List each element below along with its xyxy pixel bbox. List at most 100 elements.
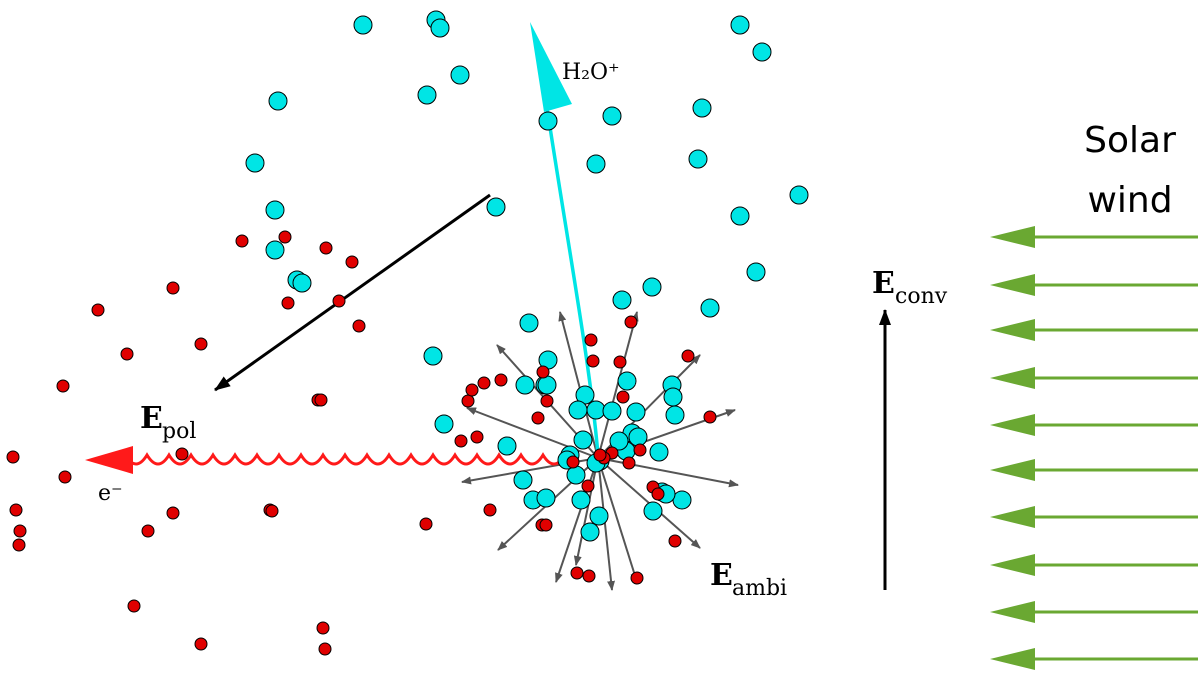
ion-particle — [586, 154, 606, 174]
solar-wind-arrow — [990, 648, 1198, 670]
ion-particle — [752, 42, 772, 62]
radial-arrow — [597, 311, 639, 459]
ion-particle — [536, 488, 556, 508]
electron-particle — [127, 599, 141, 613]
solar-wind-arrow — [990, 226, 1198, 248]
ion-particle — [515, 375, 535, 395]
electron-particle — [581, 479, 595, 493]
ion-particle — [663, 387, 683, 407]
electron-particle — [536, 365, 550, 379]
ion-particle — [568, 400, 588, 420]
electron-particle — [622, 456, 636, 470]
ion-particle — [612, 290, 632, 310]
electron-particle — [141, 524, 155, 538]
e-ambi-symbol: E — [710, 558, 733, 593]
electron-particle — [166, 506, 180, 520]
solar-wind-arrow — [990, 554, 1198, 576]
ion-particle — [643, 501, 663, 521]
electron-particle — [586, 354, 600, 368]
ion-particle — [688, 149, 708, 169]
ion-particle — [497, 436, 517, 456]
ion-particle — [268, 91, 288, 111]
electron-particle — [540, 394, 554, 408]
ion-particle — [692, 98, 712, 118]
ion-particle — [602, 106, 622, 126]
ion-particle — [434, 414, 454, 434]
ion-particle — [628, 427, 648, 447]
ion-particle — [265, 240, 285, 260]
radial-arrow — [597, 457, 616, 591]
ion-particle — [672, 490, 692, 510]
ion-label: H₂O⁺ — [562, 60, 620, 85]
radial-arrow — [573, 457, 599, 566]
electron-particle — [668, 534, 682, 548]
ion-particle — [573, 430, 593, 450]
electron-particle — [624, 315, 638, 329]
solar-wind-arrow — [990, 601, 1198, 623]
electron-wave-path — [85, 446, 567, 474]
solar-wind-label-line2: wind — [1087, 180, 1172, 221]
electron-particle — [593, 448, 607, 462]
electron-particle — [454, 434, 468, 448]
electron-particle — [584, 333, 598, 347]
solar-wind-arrow — [990, 274, 1198, 296]
radial-arrow — [597, 457, 639, 583]
electron-particle — [630, 571, 644, 585]
electron-particle — [12, 538, 26, 552]
ion-particle — [589, 506, 609, 526]
solar-wind-label-line1: Solar — [1084, 120, 1176, 161]
ion-particle — [730, 15, 750, 35]
electron-particle — [319, 241, 333, 255]
solar-wind-arrows — [990, 226, 1198, 670]
convection-field-label: E conv — [872, 266, 948, 309]
polarization-field-label: E pol — [140, 401, 196, 444]
e-conv-symbol: E — [872, 266, 895, 301]
e-pol-symbol: E — [140, 401, 163, 436]
electron-particle — [278, 230, 292, 244]
electron-particle — [281, 296, 295, 310]
electron-particle — [316, 621, 330, 635]
e-conv-subscript: conv — [895, 284, 948, 309]
solar-wind-arrow — [990, 414, 1198, 436]
electron-particle — [58, 470, 72, 484]
radial-arrow — [555, 457, 599, 583]
solar-wind-arrow — [990, 459, 1198, 481]
ion-particle — [700, 298, 720, 318]
electron-particle — [703, 410, 717, 424]
ion-particle — [292, 273, 312, 293]
electron-particle — [570, 566, 584, 580]
electron-particle — [613, 355, 627, 369]
ion-particle — [586, 400, 606, 420]
electron-label: e⁻ — [98, 481, 123, 506]
ion-particle — [626, 402, 646, 422]
electron-particle — [56, 379, 70, 393]
electron-particle — [582, 569, 596, 583]
ion-trajectory-arrowhead — [530, 22, 572, 112]
ion-particle — [537, 375, 557, 395]
ion-particle — [580, 522, 600, 542]
ion-particle — [486, 197, 506, 217]
electron-particle — [461, 394, 475, 408]
electron-particle — [352, 319, 366, 333]
ion-particle — [265, 200, 285, 220]
electron-particle — [194, 337, 208, 351]
ion-particle — [746, 262, 766, 282]
electron-particle — [91, 303, 105, 317]
ion-particle — [353, 15, 373, 35]
polarization-field-arrow — [214, 193, 491, 392]
ion-particle — [665, 405, 685, 425]
ambipolar-field-label: E ambi — [710, 558, 787, 601]
electron-particle — [175, 447, 189, 461]
ion-particle — [513, 470, 533, 490]
ion-particle — [602, 401, 622, 421]
radial-arrow — [558, 311, 599, 459]
electron-particles — [6, 230, 717, 656]
electron-particle — [494, 373, 508, 387]
solar-wind-arrow — [990, 319, 1198, 341]
ion-particle — [430, 18, 450, 38]
electron-particle — [318, 642, 332, 656]
ion-particle — [642, 277, 662, 297]
electron-particle — [6, 450, 20, 464]
ion-particle — [649, 442, 669, 462]
e-pol-subscript: pol — [162, 419, 196, 444]
